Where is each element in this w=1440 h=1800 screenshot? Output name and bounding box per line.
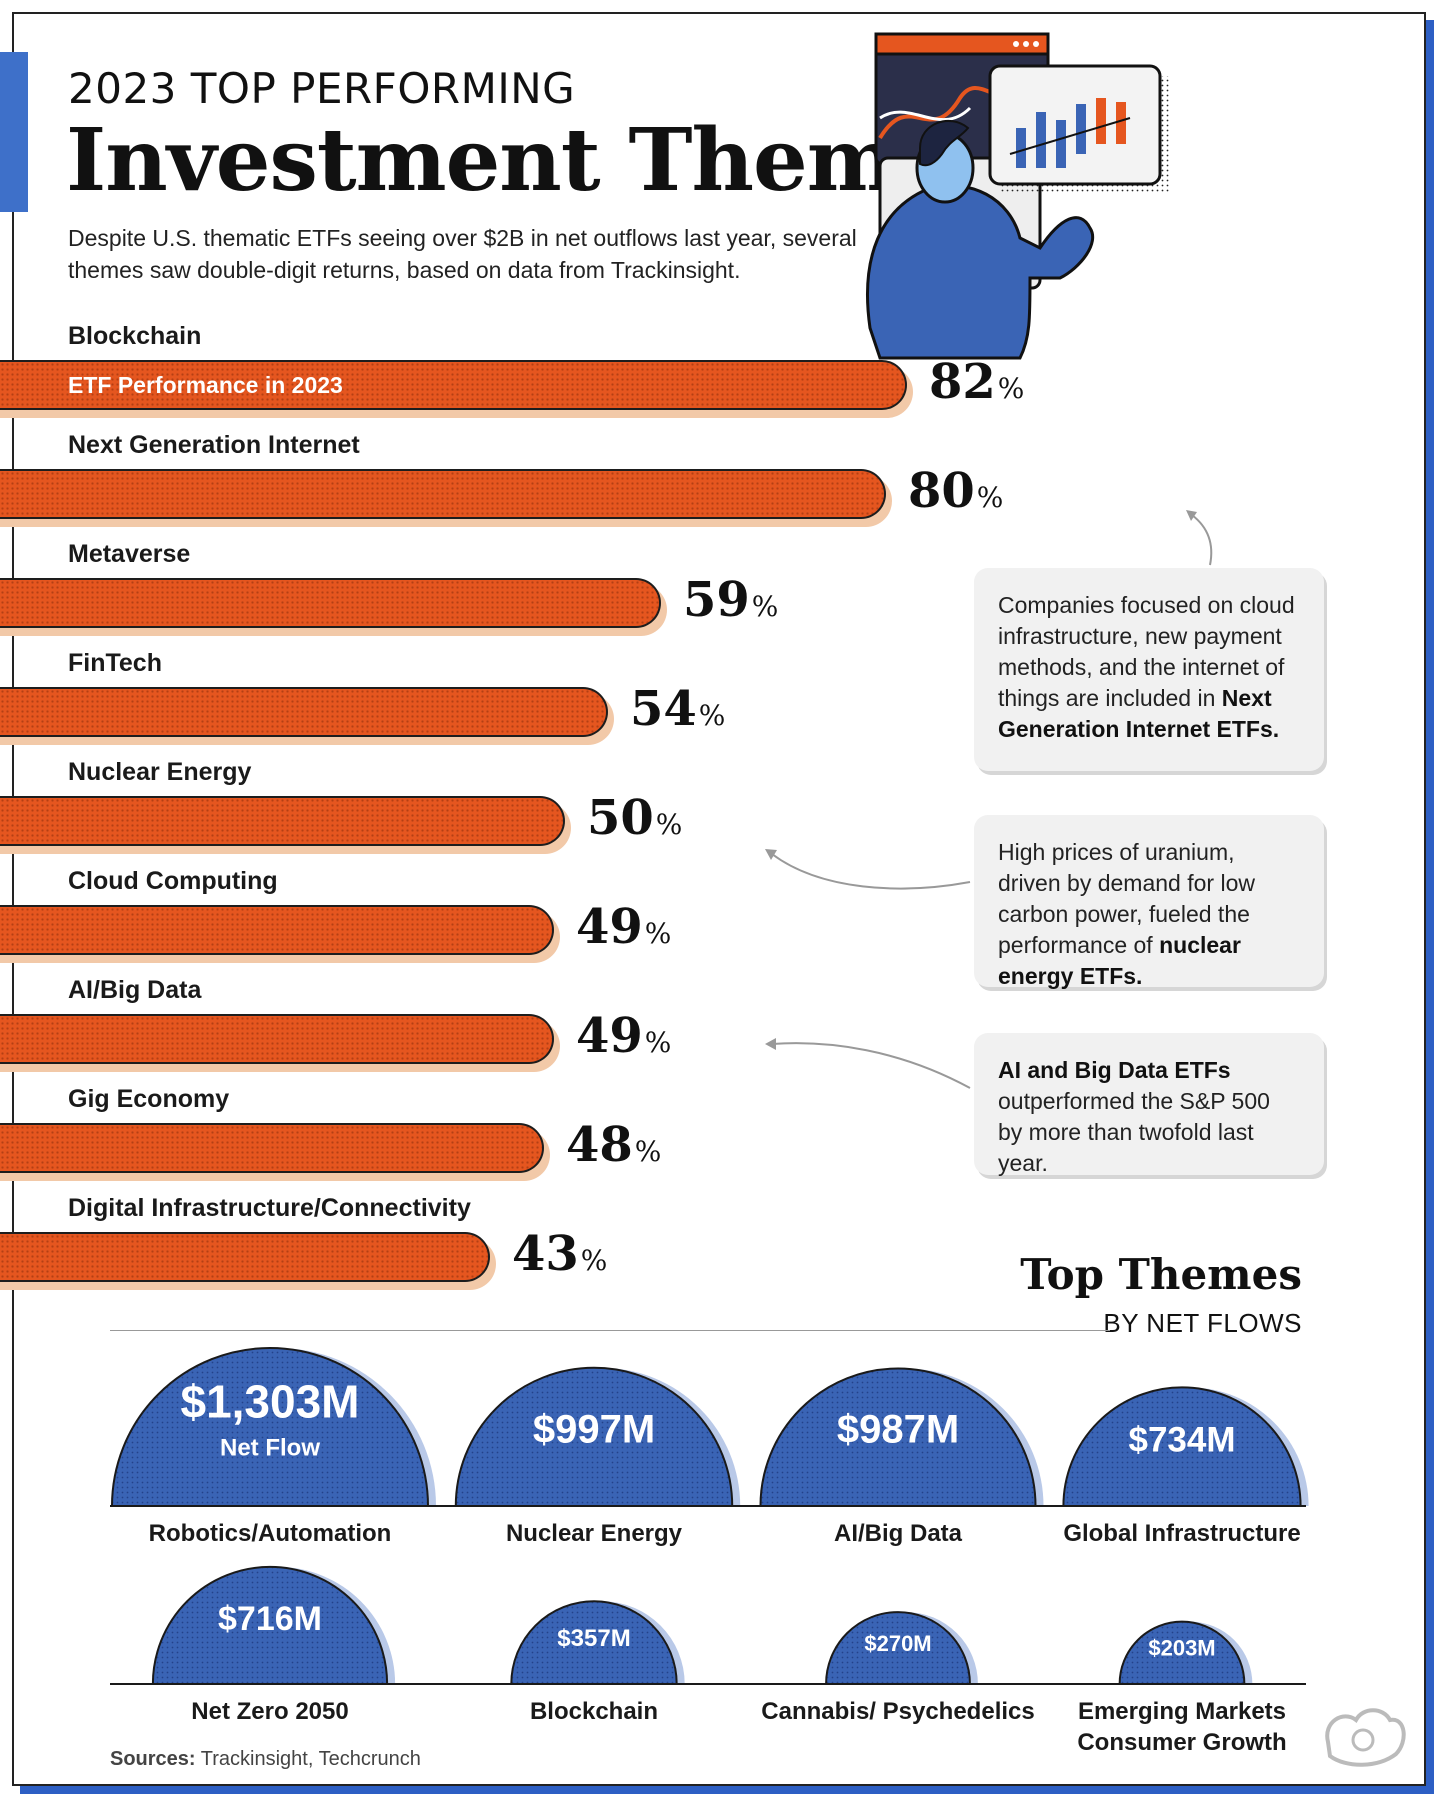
callout-text: outperformed the S&P 500 by more than tw… bbox=[998, 1088, 1270, 1176]
net-flow-suffix: Net Flow bbox=[220, 1435, 320, 1462]
bar-label: Cloud Computing bbox=[68, 867, 278, 895]
bar-value-label: 54% bbox=[630, 681, 726, 737]
net-flow-dome bbox=[151, 1565, 389, 1685]
net-flow-value: $357M bbox=[557, 1625, 630, 1652]
performance-bar bbox=[0, 578, 661, 628]
dome-category-label: Robotics/Automation bbox=[148, 1520, 392, 1547]
dome-category-label: AI/Big Data bbox=[833, 1520, 962, 1547]
net-flow-value: $716M bbox=[218, 1600, 322, 1638]
bar-label: Gig Economy bbox=[68, 1085, 230, 1113]
top-themes-rule bbox=[110, 1330, 1110, 1331]
net-flow-dome bbox=[454, 1366, 734, 1507]
kicker: 2023 TOP PERFORMING bbox=[68, 64, 576, 113]
dome-category-label: Nuclear Energy bbox=[505, 1520, 683, 1547]
callout-next-gen-internet: Companies focused on cloud infrastructur… bbox=[974, 568, 1324, 771]
performance-bar bbox=[0, 687, 608, 737]
callout-bold: AI and Big Data ETFs bbox=[998, 1057, 1231, 1083]
bar-label: Digital Infrastructure/Connectivity bbox=[68, 1194, 471, 1222]
dome-category-label: Blockchain bbox=[529, 1698, 659, 1725]
net-flow-dome bbox=[825, 1611, 971, 1685]
person-at-monitor-illustration bbox=[866, 32, 1170, 360]
bar-value-label: 59% bbox=[683, 572, 779, 628]
bar-label: Blockchain bbox=[68, 322, 202, 350]
bar-value-label: 82% bbox=[929, 354, 1025, 410]
net-flow-dome bbox=[110, 1347, 430, 1507]
bar-value-label: 80% bbox=[908, 463, 1004, 519]
callout-ai-big-data: AI and Big Data ETFs outperformed the S&… bbox=[974, 1033, 1324, 1176]
dome-category-label: Cannabis/ Psychedelics bbox=[761, 1698, 1035, 1725]
bar-value-label: 49% bbox=[576, 899, 672, 955]
top-themes-subtitle: BY NET FLOWS bbox=[1103, 1308, 1302, 1338]
bar-value-label: 43% bbox=[512, 1226, 608, 1282]
callout-bold: nuclear energy ETFs. bbox=[998, 932, 1241, 989]
dome-category-label: Emerging Markets Consumer Growth bbox=[1077, 1698, 1287, 1756]
performance-bar bbox=[0, 1232, 490, 1282]
performance-bar bbox=[0, 1123, 544, 1173]
callout-nuclear-energy: High prices of uranium, driven by demand… bbox=[974, 815, 1324, 989]
bar-value-label: 50% bbox=[587, 790, 683, 846]
net-flow-dome bbox=[1118, 1621, 1246, 1685]
net-flow-value: $203M bbox=[1148, 1635, 1215, 1660]
callout-text: Companies focused on cloud infrastructur… bbox=[998, 592, 1295, 711]
net-flow-value: $1,303M bbox=[180, 1376, 359, 1428]
logo-icon bbox=[1325, 1708, 1406, 1767]
performance-bar bbox=[0, 469, 886, 519]
callout-text: High prices of uranium, driven by demand… bbox=[998, 839, 1255, 958]
performance-bar bbox=[0, 796, 565, 846]
sources-label: Sources: bbox=[110, 1748, 196, 1770]
bar-label: Metaverse bbox=[68, 540, 191, 568]
bar-value-label: 49% bbox=[576, 1008, 672, 1064]
page-title: Investment Themes bbox=[66, 110, 999, 211]
series-label: ETF Performance in 2023 bbox=[68, 372, 343, 398]
sources: Sources: Trackinsight, Techcrunch bbox=[110, 1748, 421, 1771]
dome-category-label: Net Zero 2050 bbox=[191, 1698, 349, 1725]
dome-category-label: Global Infrastructure bbox=[1063, 1520, 1301, 1547]
bar-label: Nuclear Energy bbox=[68, 758, 252, 786]
bar-label: AI/Big Data bbox=[68, 976, 202, 1004]
net-flow-value: $987M bbox=[837, 1408, 959, 1452]
net-flow-value: $734M bbox=[1128, 1420, 1235, 1459]
performance-bar bbox=[0, 905, 554, 955]
subtitle: Despite U.S. thematic ETFs seeing over $… bbox=[68, 225, 857, 283]
net-flow-dome bbox=[510, 1600, 678, 1685]
accent-bar bbox=[0, 52, 28, 212]
performance-bar bbox=[0, 1014, 554, 1064]
net-flow-value: $270M bbox=[864, 1631, 931, 1656]
bar-label: FinTech bbox=[68, 649, 162, 677]
bar-value-label: 48% bbox=[566, 1117, 662, 1173]
callout-bold: Next Generation Internet ETFs. bbox=[998, 685, 1280, 742]
net-flow-dome bbox=[759, 1368, 1037, 1507]
net-flow-dome bbox=[1062, 1386, 1302, 1507]
net-flow-value: $997M bbox=[533, 1407, 655, 1451]
performance-bar: ETF Performance in 2023 bbox=[0, 360, 907, 410]
bar-label: Next Generation Internet bbox=[68, 431, 360, 459]
top-themes-title: Top Themes bbox=[1020, 1250, 1302, 1299]
sources-text: Trackinsight, Techcrunch bbox=[195, 1748, 421, 1770]
